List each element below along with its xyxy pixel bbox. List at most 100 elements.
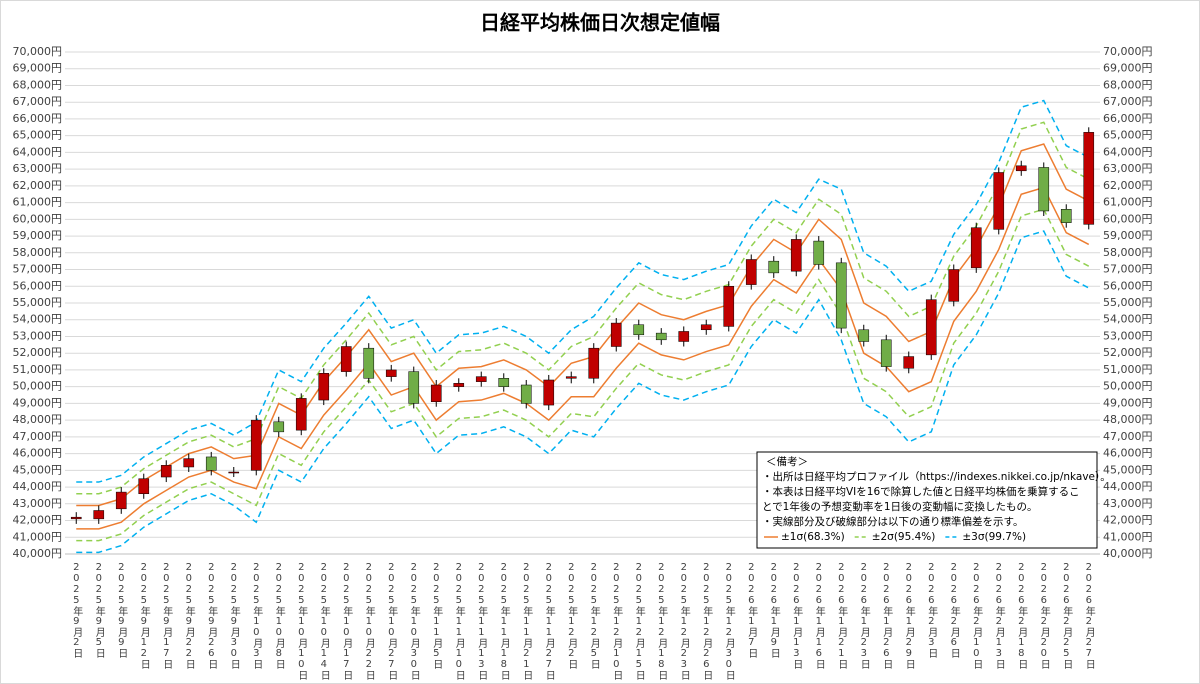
note-line: ・本表は日経平均VIを16で除算した値と日経平均株価を乗算するこ	[762, 485, 1080, 498]
x-tick-label: 2026年2月10日	[971, 562, 983, 669]
y-tick-label: 63,000円	[13, 162, 63, 175]
x-tick-label: 2025年12月15日	[633, 562, 645, 680]
y-tick-label: 43,000円	[13, 497, 63, 510]
x-tick-label: 2025年12月2日	[566, 562, 578, 669]
candle-body	[363, 347, 375, 379]
candle-body	[655, 332, 667, 341]
band-line	[76, 208, 1090, 542]
x-tick-label: 2025年9月22日	[183, 562, 195, 669]
x-tick-label: 2025年11月27日	[543, 562, 555, 680]
x-tick-label: 2026年2月6日	[948, 562, 960, 658]
y2-tick-label: 70,000円	[1103, 45, 1153, 58]
x-tick-label: 2025年11月13日	[476, 562, 488, 680]
candle-body	[408, 371, 420, 404]
candle-body	[93, 510, 105, 520]
y2-tick-label: 55,000円	[1103, 296, 1153, 309]
x-tick-label: 2025年11月5日	[431, 562, 443, 669]
x-tick-label: 2025年9月17日	[161, 562, 173, 669]
x-tick-label: 2025年11月21日	[521, 562, 533, 680]
x-tick-label: 2026年1月13日	[791, 562, 803, 669]
y-tick-label: 49,000円	[13, 396, 63, 409]
x-tick-label: 2025年9月5日	[93, 562, 105, 658]
candle-body	[430, 384, 442, 402]
x-tick-label: 2025年12月10日	[611, 562, 623, 680]
y-tick-label: 55,000円	[13, 296, 63, 309]
x-tick-label: 2025年11月10日	[453, 562, 465, 680]
y-tick-label: 48,000円	[13, 413, 63, 426]
y2-tick-label: 50,000円	[1103, 380, 1153, 393]
x-tick-label: 2025年9月9日	[116, 562, 128, 658]
x-tick-label: 2025年12月23日	[678, 562, 690, 680]
candle-body	[993, 172, 1005, 230]
y2-tick-label: 40,000円	[1103, 547, 1153, 560]
y2-tick-label: 53,000円	[1103, 329, 1153, 342]
y2-tick-label: 60,000円	[1103, 212, 1153, 225]
y-tick-label: 65,000円	[13, 129, 63, 142]
x-tick-label: 2025年10月27日	[386, 562, 398, 680]
y2-tick-label: 41,000円	[1103, 530, 1153, 543]
candle-body	[925, 299, 937, 356]
x-tick-label: 2026年2月25日	[1061, 562, 1073, 669]
y-tick-label: 53,000円	[13, 329, 63, 342]
y2-tick-label: 61,000円	[1103, 196, 1153, 209]
x-tick-label: 2026年1月29日	[903, 562, 915, 669]
x-tick-label: 2025年12月30日	[723, 562, 735, 680]
y-tick-label: 51,000円	[13, 363, 63, 376]
candle-body	[835, 262, 847, 329]
y2-tick-label: 46,000円	[1103, 447, 1153, 460]
note-line: ＜備考＞	[766, 455, 808, 468]
y-tick-label: 50,000円	[13, 380, 63, 393]
y2-tick-label: 66,000円	[1103, 112, 1153, 125]
x-tick-label: 2026年2月20日	[1038, 562, 1050, 669]
y2-tick-label: 45,000円	[1103, 463, 1153, 476]
y2-tick-label: 47,000円	[1103, 430, 1153, 443]
note-line: ・出所は日経平均プロファイル（https://indexes.nikkei.co…	[762, 470, 1111, 483]
x-tick-label: 2026年1月21日	[836, 562, 848, 669]
y2-tick-label: 51,000円	[1103, 363, 1153, 376]
band-line	[76, 230, 1090, 554]
candle-body	[903, 356, 915, 369]
y2-tick-label: 49,000円	[1103, 396, 1153, 409]
y-tick-label: 70,000円	[13, 45, 63, 58]
y-tick-label: 56,000円	[13, 279, 63, 292]
candle-body	[138, 478, 150, 495]
candle-body	[813, 240, 825, 265]
candle-body	[565, 376, 577, 379]
note-line: ・実線部分及び破線部分は以下の通り標準偏差を示す。	[762, 515, 1023, 528]
candle-body	[610, 322, 622, 347]
candle-body	[228, 471, 240, 474]
candle-body	[295, 398, 307, 431]
x-tick-label: 2025年10月14日	[318, 562, 330, 680]
note-box	[756, 451, 1098, 549]
y2-tick-label: 48,000円	[1103, 413, 1153, 426]
legend-label: ±3σ(99.7%)	[962, 531, 1026, 543]
candle-body	[1015, 165, 1027, 172]
y2-tick-label: 62,000円	[1103, 179, 1153, 192]
x-tick-label: 2025年10月3日	[251, 562, 263, 669]
candle-body	[1083, 132, 1095, 225]
y-tick-label: 59,000円	[13, 229, 63, 242]
y-tick-label: 66,000円	[13, 112, 63, 125]
y2-tick-label: 64,000円	[1103, 145, 1153, 158]
y-tick-label: 57,000円	[13, 263, 63, 276]
candle-body	[768, 260, 780, 274]
candle-body	[970, 227, 982, 269]
y2-tick-label: 68,000円	[1103, 78, 1153, 91]
candle-body	[520, 384, 532, 404]
x-tick-label: 2025年10月10日	[296, 562, 308, 680]
candle-body	[633, 324, 645, 336]
x-tick-label: 2026年1月7日	[746, 562, 758, 658]
y2-tick-label: 57,000円	[1103, 263, 1153, 276]
candle-body	[250, 419, 262, 471]
y-tick-label: 67,000円	[13, 95, 63, 108]
x-tick-label: 2025年9月30日	[228, 562, 240, 669]
candle-body	[858, 329, 870, 342]
x-tick-label: 2026年1月9日	[768, 562, 780, 658]
y-tick-label: 47,000円	[13, 430, 63, 443]
candle-body	[745, 259, 757, 285]
candle-body	[678, 331, 690, 342]
x-tick-label: 2026年1月23日	[858, 562, 870, 669]
y2-tick-label: 43,000円	[1103, 497, 1153, 510]
candle-body	[160, 465, 172, 478]
